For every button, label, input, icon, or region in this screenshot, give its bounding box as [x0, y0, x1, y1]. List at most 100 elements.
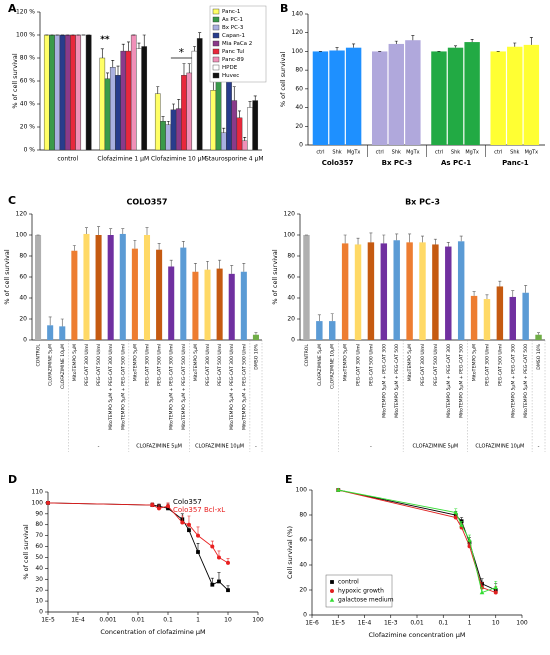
- bar: [175, 108, 182, 151]
- bar: [196, 38, 203, 151]
- legend-label: control: [338, 579, 359, 586]
- point: [216, 555, 221, 560]
- error-bar: [242, 263, 246, 272]
- x-tick-label: 0.01: [131, 617, 145, 624]
- y-tick-label: 50: [35, 554, 43, 561]
- legend-label: hypoxic growth: [338, 588, 384, 595]
- point: [150, 503, 155, 508]
- x-tick-label: 100: [252, 617, 264, 624]
- bar: [490, 51, 506, 145]
- x-tick-label: ctrl: [435, 150, 443, 156]
- x-tick-label: MitoTEMPO 5μM: [72, 344, 78, 381]
- group-label: CLOFAZIMINE 5μM: [413, 444, 459, 450]
- x-tick-label: PEG-CAT 500 U/ml: [157, 344, 163, 386]
- bar: [204, 269, 211, 340]
- point: [459, 522, 464, 527]
- bar: [470, 295, 478, 340]
- point: [180, 520, 185, 525]
- bar: [49, 34, 55, 151]
- error-bar: [356, 237, 360, 245]
- error-bar: [121, 228, 125, 234]
- error-bar: [382, 234, 386, 244]
- error-bar: [446, 242, 450, 247]
- y-tick-label: 100: [284, 232, 296, 239]
- bar: [156, 249, 163, 340]
- point: [186, 522, 191, 527]
- bar: [252, 100, 259, 151]
- bar: [380, 243, 388, 340]
- bar: [522, 292, 529, 340]
- x-tick-label: MitoTEMPO 5μM + PEG-CAT 500 U/ml: [181, 344, 187, 430]
- y-tick-label: 80: [299, 512, 307, 519]
- chart-title: COLO357: [127, 198, 168, 207]
- y-tick-label: 80: [295, 67, 303, 74]
- panel-label: A: [8, 2, 17, 15]
- x-tick-label: PEG-CAT 500 U/ml: [368, 344, 374, 386]
- point: [196, 533, 200, 538]
- bar: [231, 100, 238, 151]
- annotation: *: [179, 46, 185, 59]
- y-tick-label: 20: [299, 587, 307, 594]
- bar: [70, 34, 76, 151]
- bar: [131, 248, 138, 340]
- y-tick-label: 100: [296, 487, 308, 494]
- curve: [47, 502, 229, 591]
- y-tick-label: 20: [35, 587, 43, 594]
- error-bar: [177, 99, 181, 109]
- x-tick-label: MitoTEMPO 5μM + PEG-CAT 300: [510, 344, 516, 418]
- point: [196, 550, 200, 554]
- group-label: -: [370, 444, 372, 450]
- bar: [388, 43, 404, 145]
- curve: [338, 489, 496, 594]
- annotation: **: [100, 35, 110, 45]
- error-bar: [48, 316, 52, 326]
- bar: [59, 326, 66, 340]
- x-tick-label: MitoTEMPO 5μM + PEG-CAT 300 U/ml: [169, 344, 175, 430]
- point: [226, 588, 230, 593]
- error-bar: [182, 63, 186, 76]
- y-tick-label: 100 %: [16, 32, 35, 39]
- error-bar: [498, 280, 502, 287]
- error-bar: [133, 239, 137, 249]
- x-tick-label: 1E-5: [41, 617, 55, 624]
- panel-label: D: [8, 473, 17, 486]
- bar: [464, 42, 480, 146]
- error-bar: [511, 290, 515, 297]
- x-tick-label: MgTx: [525, 150, 539, 156]
- error-bar: [230, 265, 234, 274]
- error-bar: [237, 110, 241, 118]
- x-tick-label: 1E-5: [331, 620, 345, 627]
- error-bar: [142, 34, 146, 47]
- x-tick-label: MitoTEMPO 5μM + PEG-CAT 500: [394, 344, 400, 418]
- group-label: CLOFAZIMINE 5μM: [136, 444, 182, 450]
- error-bar: [352, 43, 356, 48]
- error-bar: [369, 232, 373, 243]
- x-tick-label: 1E-3: [384, 620, 398, 627]
- bar: [329, 50, 345, 145]
- y-tick-label: 110: [32, 489, 44, 496]
- bar: [95, 235, 102, 340]
- y-tick-label: 100: [32, 499, 44, 506]
- x-tick-label: PEG-CAT 300 U/ml: [205, 344, 211, 386]
- group-label: CLOFAZIMINE 10μM: [195, 444, 244, 450]
- bar: [71, 250, 78, 340]
- panel-label: B: [280, 2, 288, 15]
- x-tick-label: ctrl: [494, 150, 502, 156]
- x-tick-label: control: [57, 156, 78, 163]
- x-tick-label: PEG-CAT 500 U/ml: [497, 344, 503, 386]
- x-tick-label: PEG-CAT 300 U/ml: [484, 344, 490, 386]
- point: [156, 506, 161, 511]
- bar: [509, 296, 516, 340]
- error-bar: [470, 38, 474, 43]
- bar: [405, 40, 421, 146]
- error-bar: [529, 37, 533, 45]
- legend-box: [209, 5, 267, 83]
- bar: [109, 66, 116, 151]
- bar: [252, 334, 259, 340]
- point: [493, 590, 498, 595]
- y-tick-label: 80: [35, 521, 43, 528]
- point: [166, 506, 170, 511]
- y-tick-label: 20: [287, 316, 295, 323]
- bar: [99, 57, 106, 151]
- bar: [507, 46, 523, 145]
